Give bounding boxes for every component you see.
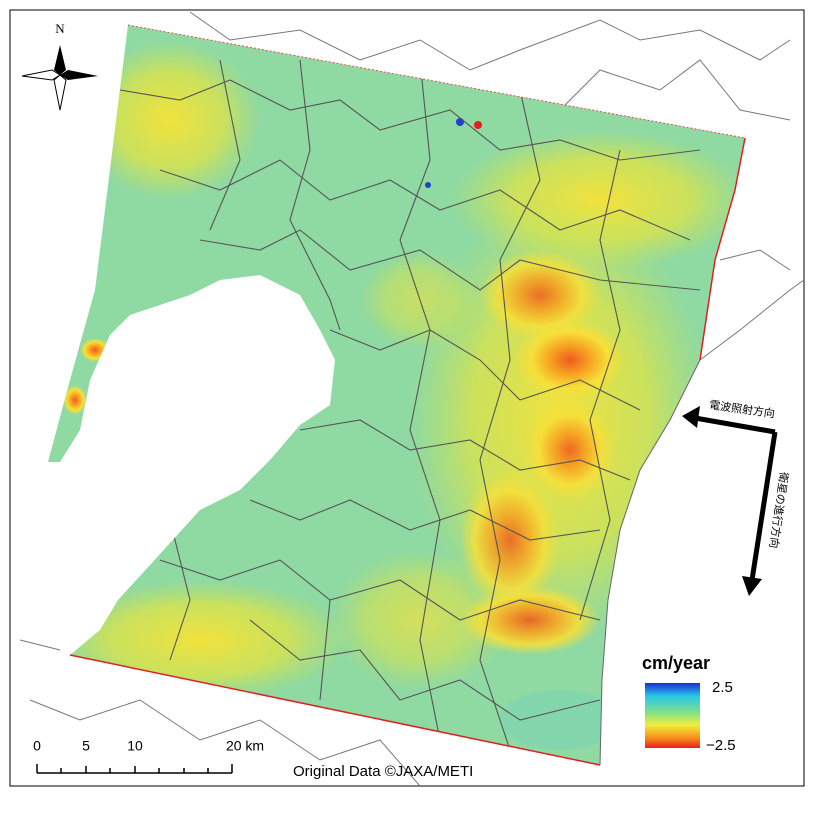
credit: Original Data ©JAXA/METI	[293, 763, 473, 780]
coastline	[599, 359, 701, 766]
north-label: N	[55, 21, 65, 36]
legend: cm/year 2.5 −2.5	[642, 653, 736, 754]
north-arrow: N	[21, 21, 98, 111]
swath-edge	[69, 137, 746, 766]
scale-labels: 0 5 10 20 km	[33, 738, 264, 754]
swath-edge-top	[127, 24, 746, 139]
legend-unit: cm/year	[642, 653, 710, 673]
legend-max: 2.5	[712, 679, 733, 696]
legend-min: −2.5	[706, 737, 736, 754]
scale-label: 0	[33, 738, 41, 754]
scale-label: 5	[82, 738, 90, 754]
scale-label: 20 km	[226, 738, 264, 754]
scale-bar	[36, 764, 233, 774]
color-bar	[645, 683, 700, 748]
outer-boundaries	[19, 11, 805, 787]
scale-label: 10	[127, 738, 143, 754]
